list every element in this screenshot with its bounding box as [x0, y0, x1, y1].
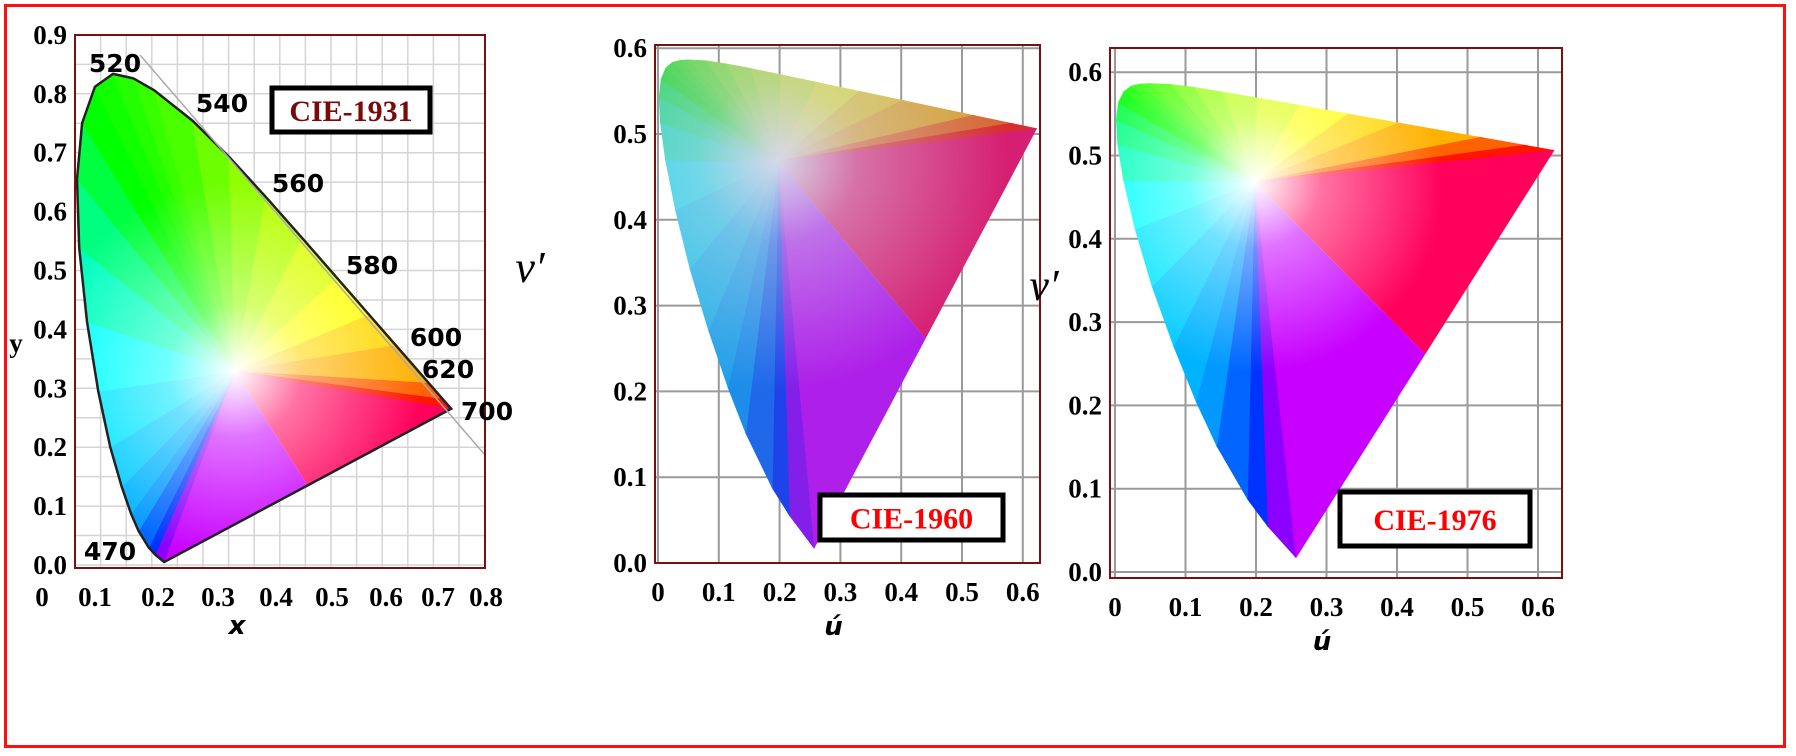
x-tick-label: 0.6	[1006, 577, 1040, 607]
x-tick-label: 0.1	[1169, 592, 1203, 622]
y-tick-label: 0.3	[1068, 307, 1102, 337]
x-tick-label: 0	[1108, 592, 1122, 622]
y-tick-label: 0.2	[33, 432, 67, 462]
figure-frame	[4, 4, 1786, 748]
y-axis-label: y	[9, 328, 23, 358]
x-tick-label: 0.1	[78, 582, 112, 612]
y-tick-label: 0.5	[613, 119, 647, 149]
wavelength-label: 600	[410, 323, 462, 352]
chart-title-box: CIE-1976	[1337, 489, 1533, 549]
y-tick-label: 0.2	[1068, 390, 1102, 420]
x-tick-label: 0.2	[141, 582, 175, 612]
x-tick-label: 0	[35, 582, 49, 612]
x-tick-label: 0.4	[259, 582, 293, 612]
y-tick-label: 0.6	[613, 33, 647, 63]
wavelength-label: 620	[422, 355, 474, 384]
x-tick-label: 0.5	[315, 582, 349, 612]
x-axis-label: x	[227, 611, 247, 641]
x-tick-label: 0.2	[1239, 592, 1273, 622]
x-tick-label: 0.2	[763, 577, 797, 607]
y-tick-label: 0.6	[1068, 57, 1102, 87]
x-axis-label: ú	[824, 612, 843, 642]
y-tick-label: 0.3	[613, 291, 647, 321]
x-tick-label: 0.3	[824, 577, 858, 607]
y-tick-label: 0.4	[613, 205, 647, 235]
x-tick-label: 0.5	[945, 577, 979, 607]
plot-border	[654, 44, 1041, 564]
x-tick-label: 0.7	[421, 582, 455, 612]
chart-title: CIE-1960	[850, 503, 973, 536]
y-axis-label: v′	[1029, 261, 1060, 310]
y-tick-label: 0.0	[1068, 557, 1102, 587]
y-tick-label: 0.7	[33, 138, 67, 168]
x-tick-label: 0.4	[884, 577, 918, 607]
y-tick-label: 0.1	[33, 491, 67, 521]
y-tick-label: 0.9	[33, 20, 67, 50]
spectral-locus-outline	[75, 72, 454, 564]
x-tick-label: 0.1	[702, 577, 736, 607]
x-tick-label: 0.6	[1521, 592, 1555, 622]
x-tick-label: 0.8	[469, 582, 503, 612]
plot-border	[74, 34, 486, 569]
y-tick-label: 0.0	[33, 550, 67, 580]
y-tick-label: 0.5	[33, 256, 67, 286]
chart-title: CIE-1931	[289, 95, 412, 128]
wavelength-label: 580	[346, 251, 398, 280]
y-tick-label: 0.5	[1068, 141, 1102, 171]
diagonal-guide	[139, 54, 486, 456]
y-tick-label: 0.1	[613, 462, 647, 492]
y-tick-label: 0.0	[613, 548, 647, 578]
y-tick-label: 0.4	[1068, 224, 1102, 254]
wavelength-label: 700	[461, 397, 513, 426]
wavelength-label: 560	[272, 169, 324, 198]
y-axis-label: v′	[515, 243, 546, 292]
y-tick-label: 0.3	[33, 373, 67, 403]
y-tick-label: 0.4	[33, 314, 67, 344]
wavelength-label: 540	[196, 89, 248, 118]
x-tick-label: 0.4	[1380, 592, 1414, 622]
plot-border	[1109, 47, 1563, 579]
wavelength-label: 520	[89, 49, 141, 78]
x-tick-label: 0.6	[369, 582, 403, 612]
y-tick-label: 0.1	[1068, 474, 1102, 504]
chart-title-box: CIE-1960	[817, 492, 1006, 543]
x-tick-label: 0	[651, 577, 665, 607]
x-tick-label: 0.5	[1451, 592, 1485, 622]
x-axis-label: ú	[1313, 627, 1332, 657]
wavelength-label: 470	[84, 537, 136, 566]
chart-title-box: CIE-1931	[269, 85, 433, 135]
y-tick-label: 0.6	[33, 197, 67, 227]
x-tick-label: 0.3	[1310, 592, 1344, 622]
y-tick-label: 0.2	[613, 376, 647, 406]
x-tick-label: 0.3	[201, 582, 235, 612]
y-tick-label: 0.8	[33, 79, 67, 109]
chart-title: CIE-1976	[1373, 504, 1496, 537]
